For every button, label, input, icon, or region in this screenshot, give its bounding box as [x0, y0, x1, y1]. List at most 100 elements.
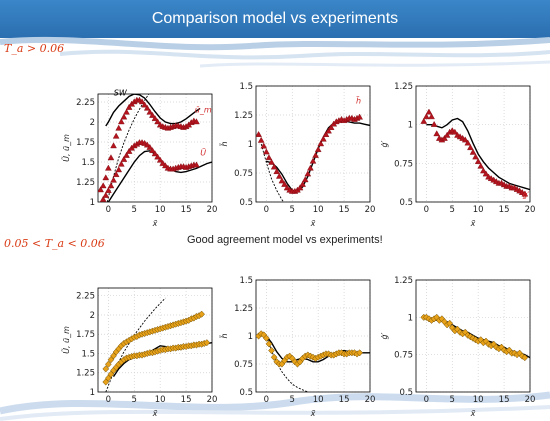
data-point [441, 134, 448, 141]
y-tick-label: 1.25 [234, 304, 253, 314]
y-tick-label: 0.5 [399, 198, 413, 208]
y-axis-label: h̃ [219, 333, 229, 338]
x-axis-label: x̃ [470, 409, 476, 418]
data-point [146, 143, 154, 150]
y-tick-label: 1.25 [76, 369, 95, 379]
data-point [521, 354, 529, 362]
y-tick-label: 1.5 [81, 349, 95, 359]
data-point [314, 146, 322, 152]
x-tick-label: 10 [313, 205, 324, 215]
data-point [102, 365, 110, 373]
data-point [156, 156, 164, 163]
data-point [115, 166, 123, 173]
x-axis-label: x̃ [470, 219, 476, 228]
data-point [265, 154, 273, 161]
y-axis-label: Ũ, ū_m [60, 134, 71, 162]
y-tick-label: 0.5 [239, 388, 253, 398]
data-point [105, 360, 112, 368]
y-tick-label: 0.5 [399, 388, 413, 398]
data-point [304, 170, 312, 177]
data-point [320, 135, 327, 142]
x-tick-label: 0 [106, 205, 111, 215]
data-point [356, 113, 363, 120]
y-tick-label: 1.75 [76, 330, 95, 340]
data-point [309, 157, 317, 164]
data-point [317, 140, 325, 147]
x-tick-label: 5 [132, 205, 137, 215]
y-tick-label: 0.75 [394, 159, 413, 169]
y-tick-label: 0.5 [239, 198, 253, 208]
x-tick-label: 15 [181, 205, 192, 215]
data-point [102, 191, 110, 198]
data-point [356, 349, 363, 357]
x-tick-label: 5 [290, 395, 295, 405]
data-point [275, 172, 283, 179]
data-point [268, 346, 275, 355]
plot-frame [97, 93, 213, 203]
x-tick-label: 10 [313, 395, 324, 405]
x-tick-label: 10 [155, 205, 166, 215]
x-tick-label: 0 [264, 205, 269, 215]
x-tick-label: 5 [450, 395, 455, 405]
data-point [472, 153, 479, 160]
y-tick-label: 1 [408, 121, 413, 131]
y-tick-label: 1.5 [81, 158, 95, 168]
x-tick-label: 0 [424, 395, 429, 405]
data-point [125, 103, 133, 110]
chart-top-gauge: 0 5 10 15 20 0.5 0.75 1 1.25 x̃ ġ′ ġ′ [380, 82, 535, 228]
y-tick-label: 1 [90, 198, 95, 208]
reference-line [260, 143, 285, 202]
plot-frame [415, 85, 531, 203]
x-tick-label: 5 [450, 205, 455, 215]
data-point [105, 187, 112, 193]
data-point [270, 353, 278, 361]
data-point [203, 339, 211, 347]
data-point [268, 158, 275, 165]
data-point [461, 136, 469, 143]
y-tick-label: 1 [248, 332, 253, 342]
data-point [428, 113, 435, 120]
x-tick-label: 0 [106, 395, 111, 405]
x-tick-label: 10 [155, 395, 166, 405]
series-group [420, 108, 530, 197]
data-point [125, 147, 133, 154]
series-group [98, 94, 212, 202]
data-point [464, 139, 472, 146]
data-point [322, 131, 330, 137]
y-axis-label: h̃ [219, 141, 229, 146]
x-axis-label: x̃ [310, 219, 316, 228]
series-group [420, 313, 530, 362]
data-point [154, 118, 161, 125]
y-axis-label: ġ′ [380, 140, 389, 147]
data-point [270, 163, 278, 170]
x-tick-label: 0 [264, 395, 269, 405]
data-point [143, 104, 151, 111]
data-point [482, 170, 490, 177]
data-point [446, 319, 454, 327]
data-point [120, 155, 128, 162]
data-point [107, 182, 115, 189]
series-label: Ũ [200, 147, 206, 158]
data-point [477, 162, 485, 169]
series-label: h̃ [356, 95, 361, 105]
x-tick-label: 5 [290, 205, 295, 215]
data-point [151, 150, 159, 157]
data-point [263, 148, 270, 155]
data-point [110, 142, 117, 149]
data-point [149, 111, 156, 118]
data-point [198, 310, 205, 318]
data-point [146, 108, 154, 115]
regime-label-top: T_a > 0.06 [4, 42, 65, 55]
chart-bottom-velocity: 0 5 10 15 20 1 1.25 1.5 1.75 2 2.25 x̃ Ũ, ū_m [60, 287, 217, 418]
plot-frame [97, 287, 213, 393]
data-point [141, 101, 148, 108]
data-point [281, 180, 288, 187]
series-group [102, 297, 212, 392]
chart-bottom-gauge: 0 5 10 15 20 0.5 0.75 1 1.25 x̃ ġ′ [380, 276, 535, 418]
y-tick-label: 0.75 [394, 351, 413, 361]
y-tick-label: 1.5 [239, 82, 253, 92]
x-tick-label: 15 [499, 205, 510, 215]
chart-top-depth: 0 5 10 15 20 0.5 0.75 1 1.25 1.5 x̃ h̃ h̃ [219, 82, 376, 228]
data-point [115, 124, 123, 131]
data-point [151, 115, 159, 121]
